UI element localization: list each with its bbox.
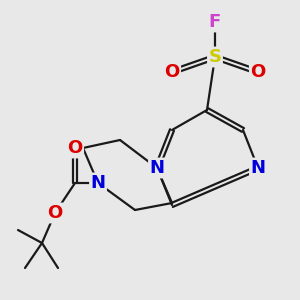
Text: O: O: [250, 63, 266, 81]
Text: S: S: [208, 48, 221, 66]
Text: O: O: [47, 204, 63, 222]
Text: F: F: [209, 13, 221, 31]
Text: O: O: [164, 63, 180, 81]
Text: N: N: [91, 174, 106, 192]
Text: N: N: [250, 159, 266, 177]
Text: O: O: [68, 139, 82, 157]
Text: N: N: [149, 159, 164, 177]
